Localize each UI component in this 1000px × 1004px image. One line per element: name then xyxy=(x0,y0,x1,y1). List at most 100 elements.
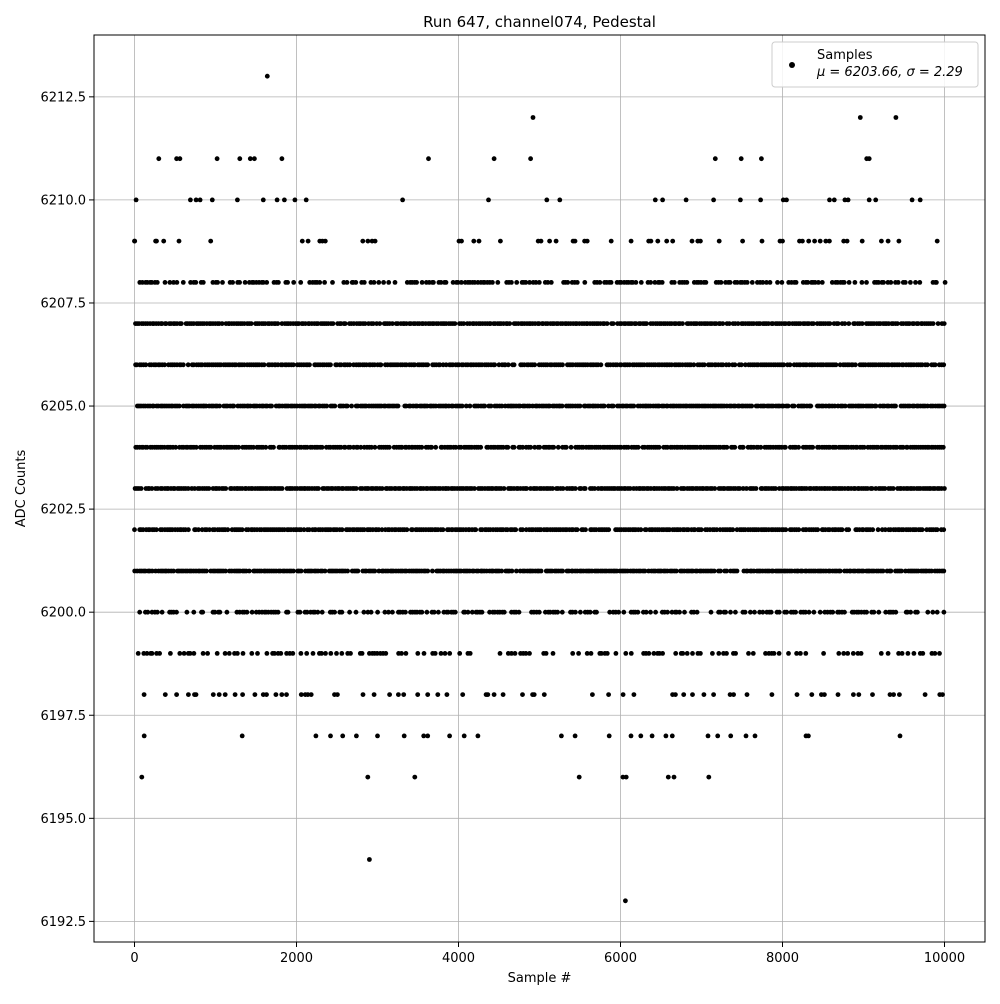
sample-point xyxy=(925,362,930,368)
sample-point xyxy=(436,609,441,615)
sample-point xyxy=(135,651,141,656)
sample-point xyxy=(698,238,703,244)
sample-point xyxy=(859,280,865,285)
sample-point xyxy=(426,156,431,162)
sample-point xyxy=(902,280,908,285)
sample-point xyxy=(940,444,946,450)
sample-point xyxy=(379,486,385,491)
sample-point xyxy=(178,321,184,326)
sample-point xyxy=(138,486,144,491)
sample-point xyxy=(726,362,732,368)
sample-point xyxy=(361,280,367,285)
sample-point xyxy=(870,692,875,697)
sample-point xyxy=(775,280,780,285)
sample-point xyxy=(328,733,333,739)
sample-point xyxy=(264,280,270,285)
sample-point xyxy=(669,733,675,739)
sample-point xyxy=(278,651,284,656)
sample-point xyxy=(893,403,898,409)
y-tick-label: 6210.0 xyxy=(41,193,87,208)
sample-point xyxy=(711,692,716,697)
sample-point xyxy=(559,733,564,739)
sample-point xyxy=(219,321,225,326)
sample-point xyxy=(749,403,755,409)
sample-point xyxy=(505,362,511,368)
sample-point xyxy=(264,651,270,656)
sample-point xyxy=(276,280,281,285)
sample-point xyxy=(773,486,778,491)
sample-point xyxy=(763,651,768,656)
sample-point xyxy=(718,568,723,574)
sample-point xyxy=(459,280,464,285)
sample-point xyxy=(735,321,741,326)
sample-point xyxy=(748,609,753,615)
sample-point xyxy=(893,115,899,120)
sample-point xyxy=(313,733,319,739)
sample-point xyxy=(844,238,850,244)
sample-point xyxy=(440,527,446,533)
sample-point xyxy=(733,609,738,615)
sample-point xyxy=(196,527,201,533)
sample-point xyxy=(831,197,837,203)
sample-point xyxy=(879,238,884,244)
sample-point xyxy=(260,197,266,203)
sample-point xyxy=(486,197,491,203)
sample-point xyxy=(162,362,168,368)
sample-point xyxy=(532,362,538,368)
sample-point xyxy=(656,444,662,450)
sample-point xyxy=(176,403,182,409)
sample-point xyxy=(740,238,745,244)
sample-point xyxy=(582,280,588,285)
sample-point xyxy=(737,486,742,491)
sample-point xyxy=(261,362,267,368)
sample-point xyxy=(275,609,281,615)
sample-point xyxy=(806,609,812,615)
sample-point xyxy=(425,692,431,697)
sample-point xyxy=(372,238,378,244)
sample-point xyxy=(512,651,518,656)
sample-point xyxy=(865,486,870,491)
sample-point xyxy=(306,527,312,533)
sample-point xyxy=(299,238,305,244)
sample-point xyxy=(897,733,903,739)
sample-point xyxy=(231,403,237,409)
sample-point xyxy=(200,651,206,656)
sample-point xyxy=(212,609,218,615)
sample-point xyxy=(186,527,191,533)
sample-point xyxy=(433,444,439,450)
sample-point xyxy=(858,651,864,656)
sample-point xyxy=(431,609,437,615)
sample-point xyxy=(590,692,595,697)
sample-point xyxy=(237,280,243,285)
sample-point xyxy=(355,568,361,574)
sample-point xyxy=(181,651,187,656)
sample-point xyxy=(412,774,418,780)
sample-point xyxy=(925,403,930,409)
sample-point xyxy=(559,609,565,615)
sample-point xyxy=(583,527,588,533)
sample-point xyxy=(225,527,231,533)
sample-point xyxy=(749,280,755,285)
sample-point xyxy=(383,651,389,656)
sample-point xyxy=(638,733,644,739)
sample-point xyxy=(499,403,505,409)
sample-point xyxy=(746,651,751,656)
sample-point xyxy=(282,197,287,203)
sample-point xyxy=(934,609,940,615)
sample-point xyxy=(919,527,925,533)
sample-point xyxy=(758,444,764,450)
sample-point xyxy=(291,568,296,574)
sample-point xyxy=(317,280,323,285)
sample-point xyxy=(200,609,206,615)
sample-point xyxy=(827,321,833,326)
sample-point xyxy=(475,733,481,739)
sample-point xyxy=(255,651,260,656)
sample-point xyxy=(648,238,654,244)
sample-point xyxy=(432,651,438,656)
sample-point xyxy=(744,280,750,285)
sample-point xyxy=(576,651,581,656)
sample-point xyxy=(482,403,488,409)
sample-point xyxy=(913,280,918,285)
sample-point xyxy=(144,651,150,656)
sample-point xyxy=(660,651,665,656)
